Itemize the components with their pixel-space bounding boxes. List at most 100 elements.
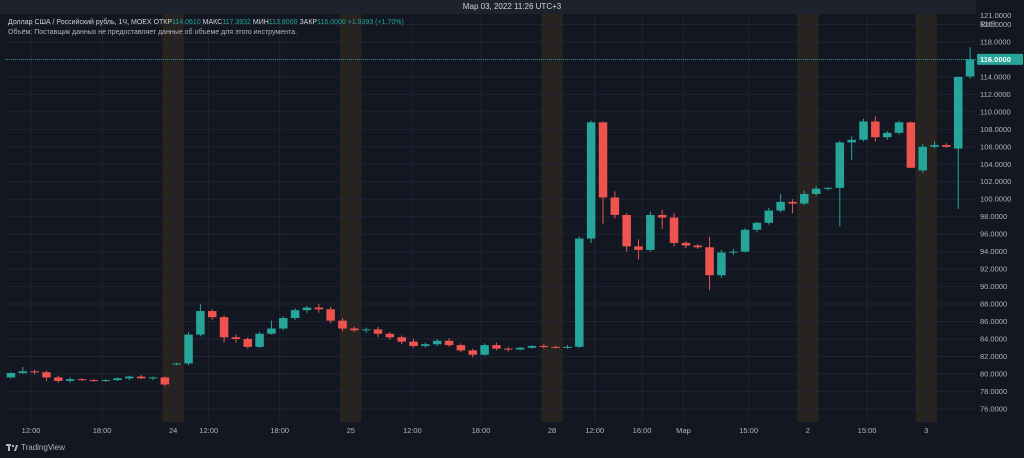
- candle-body: [267, 328, 276, 334]
- price-tick-label: 108.0000: [980, 125, 1011, 134]
- price-tick-label: 112.0000: [980, 90, 1011, 99]
- last-price-badge: [977, 53, 1023, 65]
- price-tick-label: 100.0000: [980, 195, 1011, 204]
- candle-body: [811, 188, 821, 194]
- candle-body: [421, 344, 430, 346]
- candle-body: [184, 334, 193, 364]
- time-axis: 12:00 18:00 24 12:00 18:00 25 12:00 18:00 28 12:0…: [22, 426, 929, 435]
- volume-note: Объём: Поставщик данных не предоставляет…: [8, 29, 297, 36]
- candle-body: [18, 371, 28, 374]
- price-tick-label: 78.0000: [980, 387, 1007, 396]
- last-price-label: 116.0000: [980, 55, 1011, 64]
- candle-body: [326, 309, 335, 321]
- time-tick-label: Мар: [676, 426, 691, 435]
- candle-body: [503, 348, 513, 350]
- candle-body: [918, 146, 927, 171]
- price-axis: 76.0000 78.0000 80.0000 82.0000 84.0000 86.00…: [976, 0, 1024, 440]
- candle-body: [728, 251, 738, 253]
- candle-body: [882, 132, 892, 138]
- candles: [6, 47, 975, 387]
- time-tick-label: 12:00: [403, 426, 422, 435]
- candle-body: [350, 328, 359, 331]
- candle-body: [255, 333, 264, 347]
- candle-body: [338, 320, 347, 329]
- price-tick-label: 96.0000: [980, 230, 1007, 239]
- candle-body: [432, 340, 442, 345]
- open-value: 114.0610: [172, 19, 201, 26]
- session-breaks: [162, 14, 937, 422]
- time-tick-label: 15:00: [858, 426, 877, 435]
- candle-body: [77, 379, 87, 381]
- candle-body: [397, 337, 406, 342]
- candle-body: [409, 341, 418, 346]
- price-tick-label: 104.0000: [980, 160, 1011, 169]
- candle-body: [764, 210, 774, 223]
- high-value: 117.3932: [222, 19, 251, 26]
- candle-body: [551, 346, 560, 348]
- price-tick-label: 80.0000: [980, 369, 1007, 378]
- candle-body: [575, 238, 584, 347]
- price-tick-label: 84.0000: [980, 335, 1007, 344]
- tradingview-icon: [6, 444, 18, 451]
- candle-body: [527, 345, 537, 348]
- change-value: +1.9393 (+1.70%): [347, 19, 404, 26]
- time-tick-label: 12:00: [585, 426, 604, 435]
- candle-body: [302, 307, 312, 311]
- candle-body: [598, 122, 608, 198]
- time-tick-label: 12:00: [22, 426, 41, 435]
- candle-body: [847, 139, 856, 143]
- candle-body: [563, 346, 572, 348]
- candle-body: [314, 307, 324, 310]
- candle-body: [456, 345, 466, 351]
- candle-body: [207, 311, 217, 318]
- price-tick-label: 102.0000: [980, 177, 1011, 186]
- top-bar: Мар 03, 2022 11:26 UTC+3: [0, 0, 1024, 14]
- candle-body: [705, 247, 714, 276]
- time-tick-label: 28: [548, 426, 556, 435]
- candle-body: [610, 197, 620, 215]
- time-tick-label: 3: [924, 426, 928, 435]
- chart-timestamp: Мар 03, 2022 11:26 UTC+3: [462, 2, 562, 11]
- candle-body: [89, 380, 99, 382]
- time-tick-label: 15:00: [739, 426, 758, 435]
- candle-body: [681, 242, 691, 246]
- candle-body: [835, 142, 845, 188]
- candle-body: [823, 187, 833, 189]
- tradingview-wordmark: TradingView: [21, 443, 66, 452]
- candle-body: [468, 350, 478, 355]
- price-axis-background: [976, 0, 1024, 440]
- low-value: 113.8000: [268, 19, 298, 26]
- candle-body: [148, 377, 158, 379]
- candle-body: [894, 122, 904, 133]
- time-tick-label: 18:00: [270, 426, 289, 435]
- candle-body: [65, 379, 75, 381]
- candle-body: [113, 378, 122, 381]
- price-tick-label: 118.0000: [980, 37, 1011, 46]
- candle-body: [740, 229, 750, 252]
- candle-body: [30, 371, 39, 373]
- candle-body: [101, 380, 110, 382]
- candle-body: [859, 121, 868, 140]
- tradingview-logo[interactable]: TradingView: [6, 443, 65, 452]
- currency-label: RUB: [980, 20, 996, 29]
- candle-body: [752, 222, 762, 230]
- time-tick-label: 25: [347, 426, 355, 435]
- candle-body: [669, 217, 679, 243]
- price-tick-label: 90.0000: [980, 282, 1007, 291]
- price-tick-label: 98.0000: [980, 212, 1007, 221]
- candle-body: [871, 121, 880, 138]
- high-label: МАКС: [202, 19, 223, 26]
- candle-body: [219, 317, 229, 338]
- low-label: МИН: [252, 19, 269, 26]
- time-tick-label: 18:00: [93, 426, 112, 435]
- price-tick-label: 94.0000: [980, 247, 1007, 256]
- candle-body: [444, 340, 454, 346]
- price-tick-label: 120.0000: [980, 20, 1011, 29]
- price-tick-label: 82.0000: [980, 352, 1007, 361]
- candle-body: [515, 347, 525, 350]
- candle-body: [231, 337, 241, 340]
- close-value: 116.0000: [317, 19, 346, 26]
- time-tick-label: 18:00: [472, 426, 491, 435]
- footer: [0, 440, 1024, 458]
